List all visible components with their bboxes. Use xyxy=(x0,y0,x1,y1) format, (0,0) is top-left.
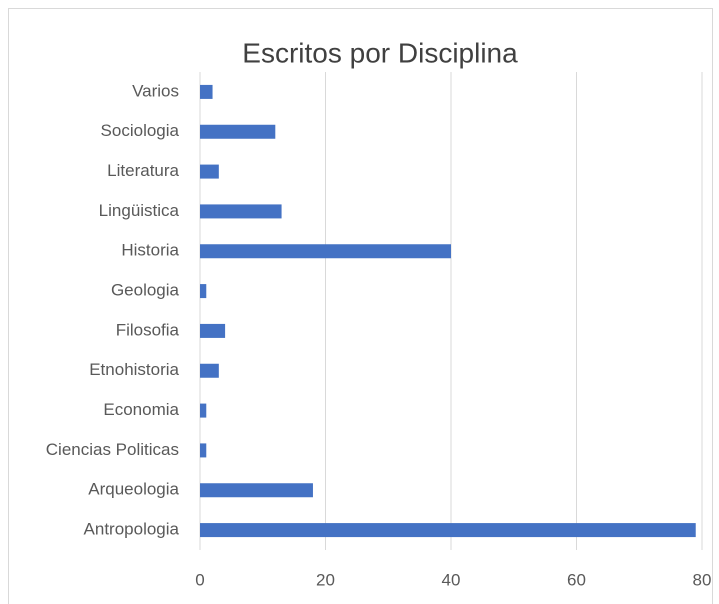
chart-title: Escritos por Disciplina xyxy=(242,37,518,68)
bar xyxy=(200,244,451,259)
y-tick-label: Geologia xyxy=(111,281,180,300)
y-tick-label: Literatura xyxy=(107,161,179,180)
bar xyxy=(200,523,696,538)
y-tick-label: Ciencias Politicas xyxy=(46,440,179,459)
y-tick-label: Sociologia xyxy=(101,121,180,140)
bar xyxy=(200,124,276,139)
x-tick-label: 40 xyxy=(442,570,461,589)
y-tick-label: Historia xyxy=(121,241,179,260)
y-tick-label: Antropologia xyxy=(84,520,180,539)
chart-frame xyxy=(8,8,713,604)
bar xyxy=(200,164,219,179)
y-tick-label: Lingüistica xyxy=(99,201,180,220)
x-tick-label: 80 xyxy=(693,570,712,589)
bar xyxy=(200,483,313,498)
bar xyxy=(200,443,207,458)
bar xyxy=(200,363,219,378)
bar xyxy=(200,284,207,299)
y-tick-label: Economia xyxy=(103,400,179,419)
y-tick-label: Varios xyxy=(132,81,179,100)
bar xyxy=(200,204,282,219)
x-tick-label: 20 xyxy=(316,570,335,589)
y-tick-label: Filosofia xyxy=(116,320,180,339)
bar xyxy=(200,84,213,99)
x-tick-label: 60 xyxy=(567,570,586,589)
bar xyxy=(200,403,207,418)
x-tick-label: 0 xyxy=(195,570,204,589)
bar xyxy=(200,323,226,338)
y-tick-label: Etnohistoria xyxy=(89,360,179,379)
y-tick-label: Arqueologia xyxy=(88,480,179,499)
